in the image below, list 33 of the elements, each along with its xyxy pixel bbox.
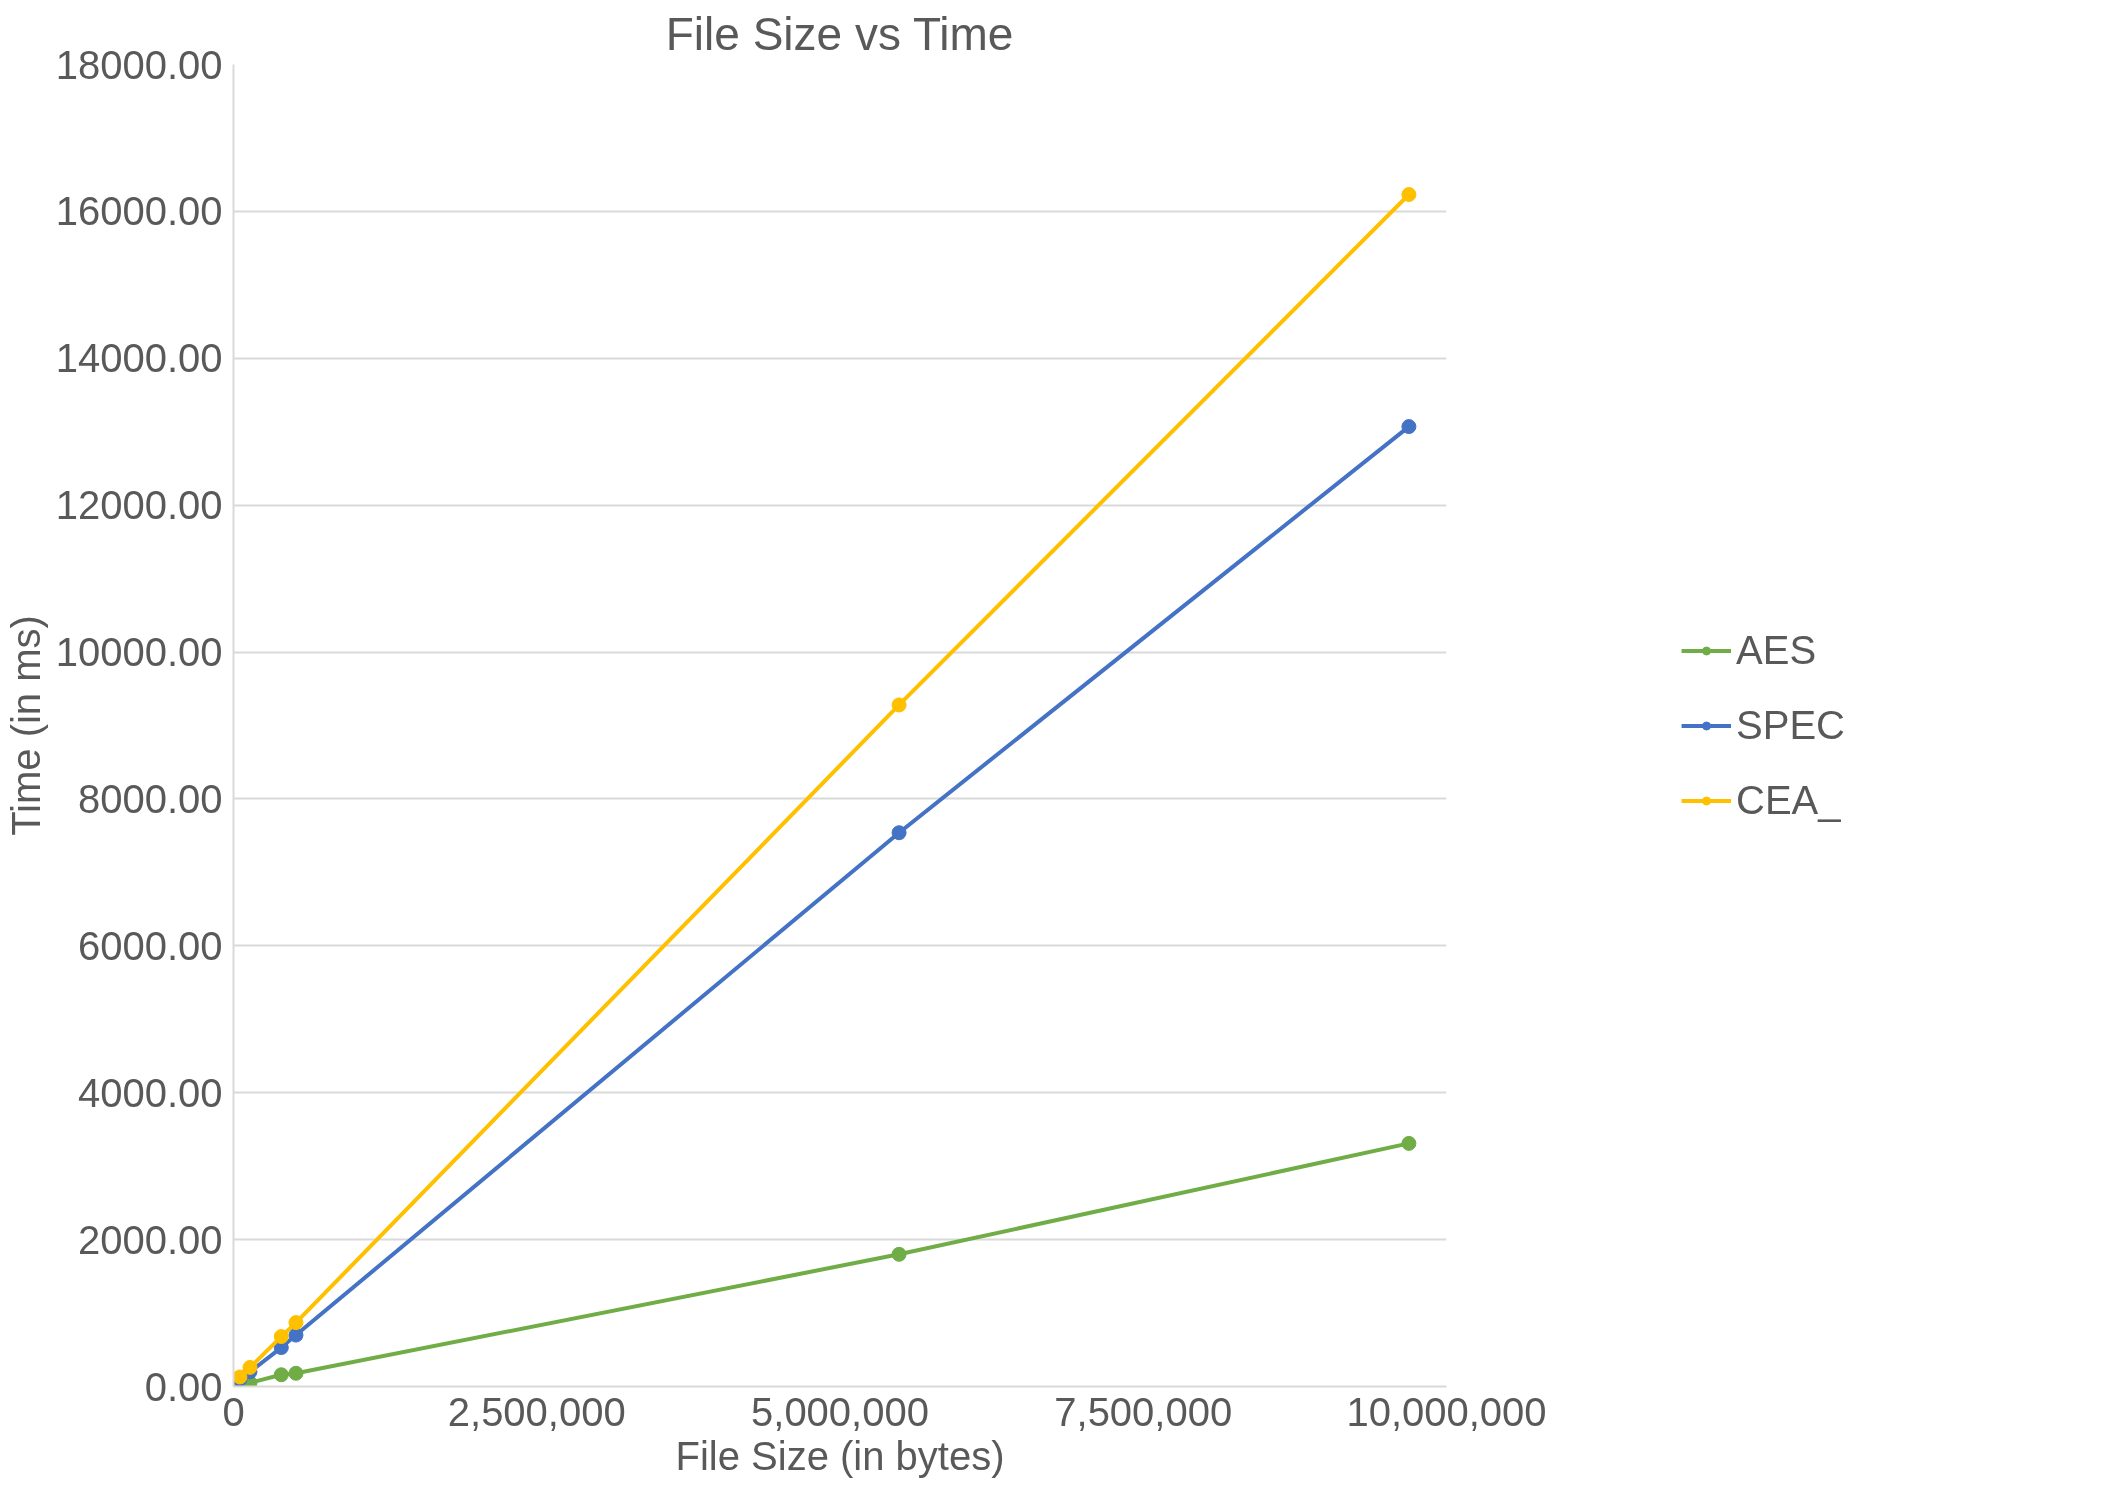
y-tick-label: 6000.00 [77,923,223,968]
point [288,1365,304,1381]
point [891,697,907,713]
point [273,1367,289,1383]
y-axis-title: Time (in ms) [3,615,48,836]
point [891,1246,907,1262]
y-tick-label: 16000.00 [55,189,223,234]
point [1401,419,1417,435]
point [288,1327,304,1343]
y-tick-label: 18000.00 [55,42,223,87]
x-tick-label: 0 [222,1389,245,1434]
x-tick-label: 5,000,000 [751,1389,929,1434]
y-tick-label: 12000.00 [55,483,223,528]
x-tick-label: 7,500,000 [1054,1389,1233,1434]
x-tick-label: 10,000,000 [1346,1389,1547,1434]
point [242,1359,258,1375]
y-tick-label: 14000.00 [55,336,223,381]
y-tick-label: 0.00 [144,1364,223,1409]
point [273,1329,289,1345]
point [1401,187,1417,202]
legend-label: AES [1736,627,1817,673]
x-axis-title: File Size (in bytes) [675,1433,1005,1478]
legend-label: CEA_ [1736,777,1841,823]
point [288,1315,304,1331]
y-tick-label: 4000.00 [77,1070,223,1115]
point [891,825,907,841]
y-tick-label: 8000.00 [77,776,223,821]
point [1401,1135,1417,1151]
x-tick-label: 2,500,000 [447,1389,626,1434]
y-tick-label: 10000.00 [55,630,223,675]
legend-label: SPEC [1736,702,1845,748]
y-tick-label: 2000.00 [77,1217,223,1262]
chart-title: File Size vs Time [665,7,1014,60]
